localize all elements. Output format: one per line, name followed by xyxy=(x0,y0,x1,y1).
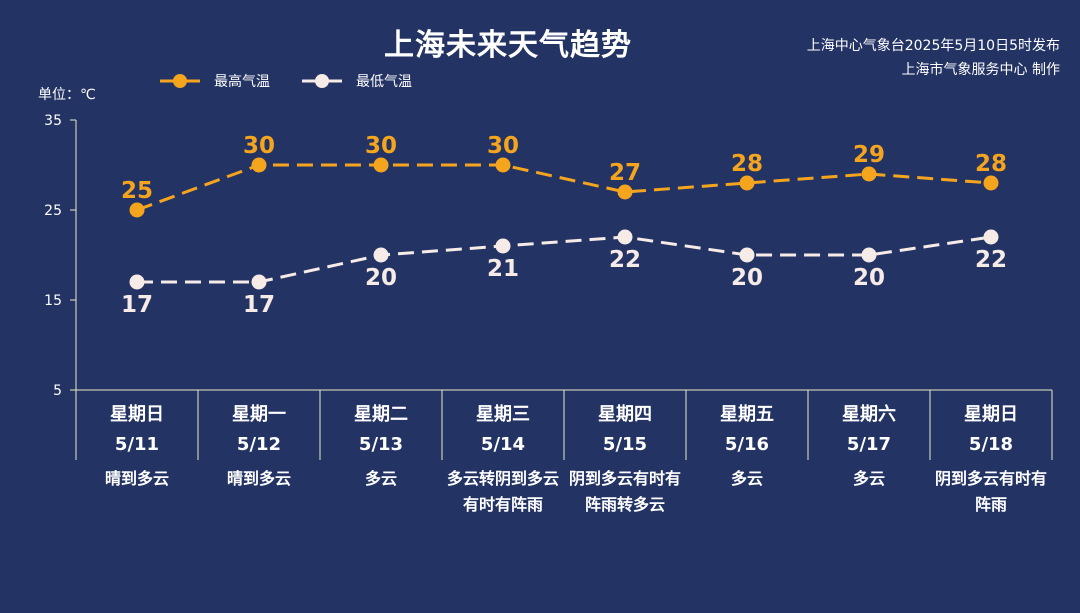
day-date: 5/14 xyxy=(480,434,526,455)
high-temp-label: 28 xyxy=(731,151,763,177)
low-temp-point xyxy=(861,247,877,263)
low-temp-point xyxy=(739,247,755,263)
day-column: 星期二 5/13 多云 xyxy=(320,392,442,492)
high-temp-point xyxy=(983,175,999,191)
low-temp-point xyxy=(983,229,999,245)
high-temp-label: 30 xyxy=(243,133,275,159)
legend-high-marker xyxy=(160,74,200,88)
day-column: 星期六 5/17 多云 xyxy=(808,392,930,492)
y-tick-label: 25 xyxy=(44,203,62,219)
day-of-week: 星期三 xyxy=(476,404,530,425)
day-weather: 晴到多云 xyxy=(104,469,169,488)
source-info: 上海中心气象台2025年5月10日5时发布 上海市气象服务中心 制作 xyxy=(807,34,1060,82)
day-column: 星期日 5/11 晴到多云 xyxy=(76,392,198,492)
low-temp-label: 22 xyxy=(975,247,1007,273)
high-temp-point xyxy=(861,166,877,182)
low-temp-label: 20 xyxy=(731,265,763,291)
high-temp-point xyxy=(251,157,267,173)
day-columns: 星期日 5/11 晴到多云 星期一 5/12 晴到多云 星期二 5/13 多云 星期三 5/14 多云… xyxy=(76,392,1052,532)
day-of-week: 星期日 xyxy=(110,404,164,425)
high-temp-point xyxy=(129,202,145,218)
low-temp-label: 20 xyxy=(853,265,885,291)
day-date: 5/15 xyxy=(602,434,648,455)
y-tick-label: 35 xyxy=(44,113,62,129)
legend: 最高气温 最低气温 xyxy=(160,70,444,92)
page-title: 上海未来天气趋势 xyxy=(384,28,632,63)
day-column: 星期三 5/14 多云转阴到多云有时有阵雨 xyxy=(442,392,564,518)
low-temp-label: 17 xyxy=(243,292,275,318)
day-weather: 阴到多云有时有阵雨转多云 xyxy=(568,469,681,514)
day-of-week: 星期一 xyxy=(232,404,286,425)
y-axis-unit-label: 单位：℃ xyxy=(38,87,96,103)
high-temp-line xyxy=(136,163,992,212)
day-column: 星期四 5/15 阴到多云有时有阵雨转多云 xyxy=(564,392,686,518)
day-of-week: 星期五 xyxy=(720,404,774,425)
low-temp-point xyxy=(251,274,267,290)
day-date: 5/11 xyxy=(114,434,160,455)
low-temp-point xyxy=(373,247,389,263)
legend-item-high: 最高气温 xyxy=(160,71,270,91)
day-weather: 多云 xyxy=(852,469,885,488)
legend-item-low: 最低气温 xyxy=(302,71,412,91)
high-temp-label: 27 xyxy=(609,160,641,186)
high-temp-point xyxy=(495,157,511,173)
high-temp-point xyxy=(617,184,633,200)
day-date: 5/17 xyxy=(846,434,892,455)
day-weather: 阴到多云有时有阵雨 xyxy=(934,469,1047,514)
high-temp-label: 28 xyxy=(975,151,1007,177)
day-date: 5/16 xyxy=(724,434,770,455)
day-weather: 多云 xyxy=(364,469,397,488)
low-temp-label: 21 xyxy=(487,256,519,282)
day-weather: 晴到多云 xyxy=(226,469,291,488)
high-temp-label: 25 xyxy=(121,178,153,204)
high-temp-point xyxy=(739,175,755,191)
day-column: 星期五 5/16 多云 xyxy=(686,392,808,492)
high-temp-label: 29 xyxy=(853,142,885,168)
day-column: 星期一 5/12 晴到多云 xyxy=(198,392,320,492)
day-date: 5/13 xyxy=(358,434,404,455)
y-tick-label: 15 xyxy=(44,293,62,309)
day-of-week: 星期四 xyxy=(598,404,652,425)
low-temp-point xyxy=(617,229,633,245)
day-weather: 多云 xyxy=(730,469,763,488)
day-date: 5/18 xyxy=(968,434,1014,455)
legend-high-label: 最高气温 xyxy=(214,74,270,90)
day-of-week: 星期六 xyxy=(842,404,896,425)
source-line-producer: 上海市气象服务中心 制作 xyxy=(901,62,1060,78)
legend-low-marker xyxy=(302,74,342,88)
high-temp-label: 30 xyxy=(365,133,397,159)
y-tick-label: 5 xyxy=(53,383,62,399)
day-column: 星期日 5/18 阴到多云有时有阵雨 xyxy=(930,392,1052,518)
day-of-week: 星期日 xyxy=(964,404,1018,425)
low-temp-label: 22 xyxy=(609,247,641,273)
source-line-issuer: 上海中心气象台2025年5月10日5时发布 xyxy=(806,38,1060,54)
low-temp-point xyxy=(129,274,145,290)
day-date: 5/12 xyxy=(236,434,282,455)
high-temp-point xyxy=(373,157,389,173)
low-temp-label: 17 xyxy=(121,292,153,318)
day-of-week: 星期二 xyxy=(354,404,408,425)
legend-low-label: 最低气温 xyxy=(356,74,412,90)
day-weather: 多云转阴到多云有时有阵雨 xyxy=(446,469,559,514)
low-temp-label: 20 xyxy=(365,265,397,291)
high-temp-label: 30 xyxy=(487,133,519,159)
low-temp-point xyxy=(495,238,511,254)
